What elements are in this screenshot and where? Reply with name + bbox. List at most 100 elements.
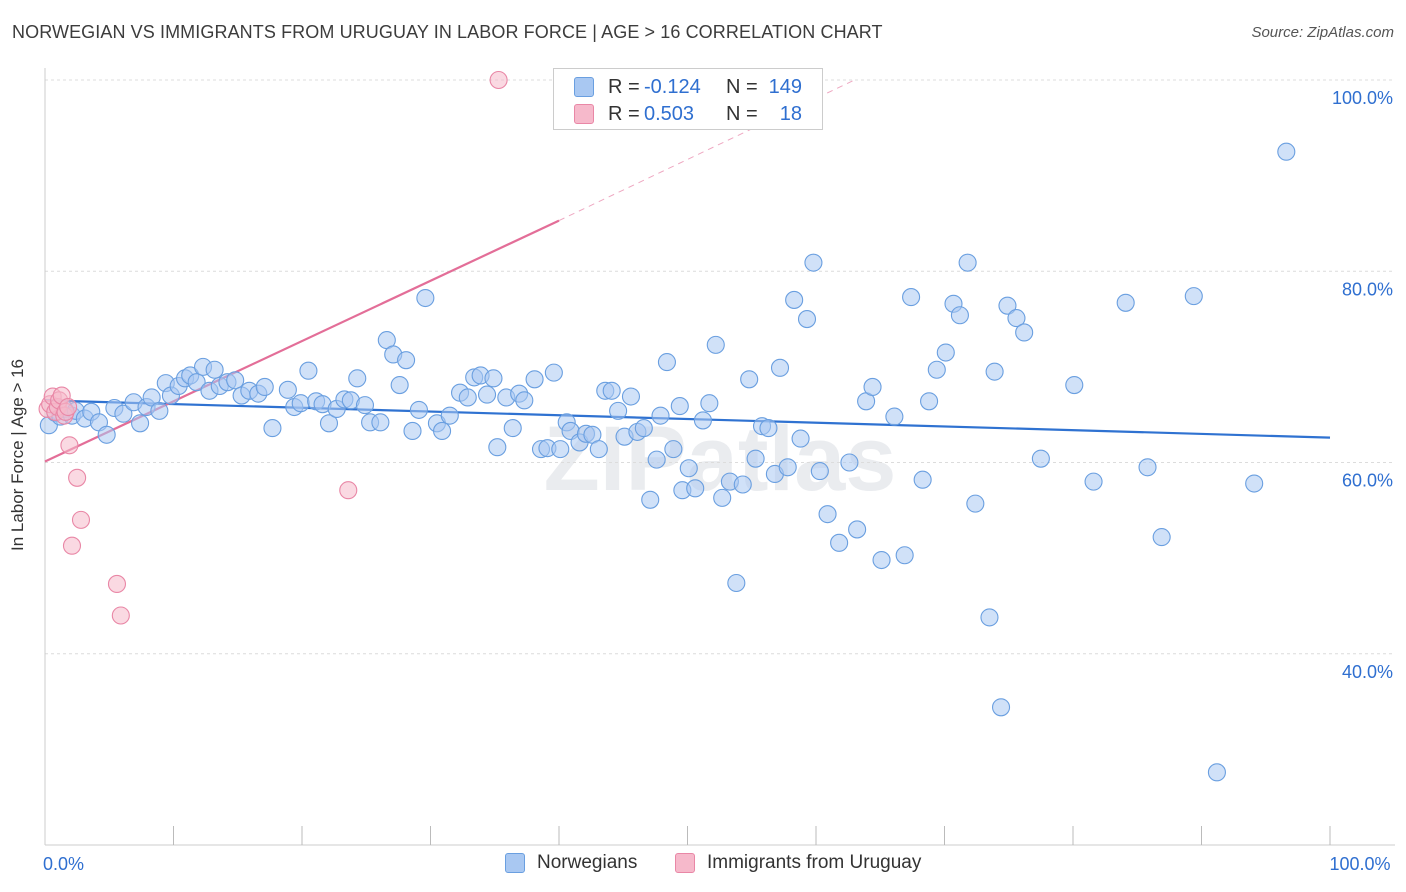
point-norwegian	[433, 421, 452, 440]
point-norwegian	[920, 392, 939, 411]
legend-swatch-uruguay	[574, 104, 594, 124]
point-norwegian	[985, 362, 1004, 381]
legend-n-label: N =	[726, 75, 758, 98]
point-norwegian	[458, 388, 477, 407]
point-norwegian	[142, 388, 161, 407]
point-norwegian	[830, 533, 849, 552]
trend-line-0	[44, 399, 1331, 439]
point-norwegian	[371, 413, 390, 432]
point-norwegian	[390, 375, 409, 395]
point-norwegian	[488, 438, 507, 457]
point-norwegian	[810, 462, 829, 481]
point-uruguay	[339, 481, 358, 500]
point-norwegian	[525, 370, 544, 389]
point-norwegian	[706, 335, 725, 354]
point-norwegian	[131, 414, 150, 433]
legend-r-value: 0.503	[644, 102, 695, 125]
point-norwegian	[634, 419, 653, 438]
point-norwegian	[1065, 375, 1084, 395]
point-norwegian	[727, 573, 746, 593]
point-norwegian	[1138, 458, 1157, 477]
point-norwegian	[291, 394, 310, 413]
point-norwegian	[804, 253, 823, 272]
point-norwegian	[515, 391, 534, 410]
point-norwegian	[299, 361, 318, 380]
trend-line-1	[44, 219, 560, 463]
point-norwegian	[319, 414, 339, 433]
point-norwegian	[651, 406, 670, 425]
point-norwegian	[263, 419, 282, 438]
point-norwegian	[255, 377, 274, 397]
legend-row-norwegians: R = -0.124 N = 149	[574, 74, 802, 100]
source-label: Source: ZipAtlas.com	[1251, 24, 1394, 41]
point-norwegian	[355, 396, 375, 415]
point-norwegian	[409, 400, 428, 419]
legend-r-value: -0.124	[644, 75, 701, 98]
y-axis-label: In Labor Force | Age > 16	[8, 358, 27, 552]
point-norwegian	[551, 440, 570, 459]
point-norwegian	[641, 490, 660, 509]
point-norwegian	[484, 369, 503, 388]
point-norwegian	[713, 488, 732, 507]
point-norwegian	[791, 429, 810, 448]
point-norwegian	[1245, 474, 1264, 493]
point-uruguay	[111, 606, 130, 625]
point-norwegian	[348, 369, 367, 388]
point-norwegian	[1015, 323, 1034, 342]
point-norwegian	[686, 479, 705, 498]
point-norwegian	[872, 550, 891, 570]
point-norwegian	[1152, 528, 1171, 547]
point-uruguay	[107, 574, 127, 593]
y-tick-label: 60.0%	[1342, 471, 1393, 491]
point-uruguay	[62, 536, 82, 555]
legend-swatch-norwegians	[574, 77, 594, 97]
point-uruguay	[489, 70, 508, 90]
x-tick-label: 100.0%	[1329, 854, 1390, 874]
point-norwegian	[278, 380, 297, 399]
legend-n-label: N =	[726, 102, 758, 125]
legend-swatch-uruguay	[675, 853, 695, 873]
point-norwegian	[913, 470, 932, 489]
point-norwegian	[740, 370, 759, 389]
point-norwegian	[205, 360, 224, 379]
x-tick-label: 0.0%	[43, 854, 84, 874]
series-legend: Norwegians Immigrants from Uruguay	[0, 850, 1406, 878]
legend-item-uruguay[interactable]: Immigrants from Uruguay	[675, 852, 921, 874]
point-norwegian	[97, 425, 116, 444]
point-norwegian	[840, 453, 859, 472]
y-tick-label: 80.0%	[1342, 279, 1393, 299]
point-norwegian	[770, 358, 790, 377]
legend-label-uruguay: Immigrants from Uruguay	[707, 852, 922, 873]
point-uruguay	[68, 468, 87, 487]
point-norwegian	[664, 440, 683, 459]
legend-r-label: R =	[608, 102, 640, 125]
point-norwegian	[397, 351, 416, 370]
point-norwegian	[609, 401, 628, 420]
point-norwegian	[1116, 293, 1135, 312]
point-norwegian	[950, 306, 969, 325]
legend-n-value: 149	[768, 75, 802, 98]
point-norwegian	[1031, 449, 1050, 468]
y-tick-label: 40.0%	[1342, 662, 1393, 682]
point-norwegian	[700, 394, 719, 413]
point-norwegian	[477, 385, 497, 404]
point-norwegian	[966, 494, 985, 513]
point-norwegian	[902, 288, 921, 307]
point-uruguay	[71, 510, 91, 529]
point-norwegian	[885, 407, 904, 426]
point-norwegian	[670, 397, 689, 416]
point-norwegian	[621, 387, 641, 406]
legend-r-label: R =	[608, 75, 640, 98]
legend-swatch-norwegians	[505, 853, 525, 873]
point-norwegian	[759, 419, 778, 438]
point-norwegian	[1007, 309, 1026, 328]
point-norwegian	[226, 371, 245, 390]
point-norwegian	[602, 381, 621, 400]
point-norwegian	[693, 411, 712, 430]
legend-item-norwegians[interactable]: Norwegians	[505, 852, 637, 874]
legend-row-uruguay: R = 0.503 N = 18	[574, 101, 802, 127]
point-norwegian	[657, 353, 676, 372]
point-norwegian	[797, 310, 817, 329]
legend-n-value: 18	[779, 102, 802, 125]
point-norwegian	[778, 458, 797, 477]
